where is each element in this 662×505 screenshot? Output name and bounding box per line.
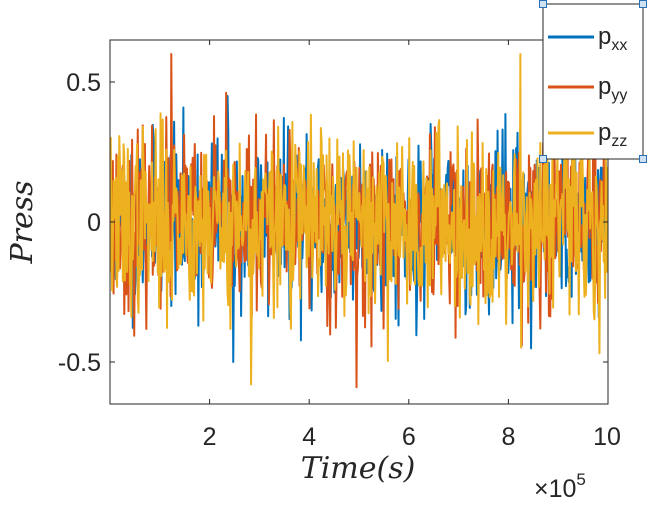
- y-tick-label: 0.5: [66, 69, 101, 97]
- x-exponent-label: ×105: [534, 470, 586, 500]
- series-line-pzz: [110, 53, 608, 386]
- y-tick-label: 0: [87, 209, 101, 237]
- series-layer: [110, 53, 608, 389]
- legend-handle-icon[interactable]: [639, 0, 647, 8]
- x-tick-label: 8: [501, 423, 515, 451]
- legend-handle-icon[interactable]: [639, 155, 647, 163]
- legend-label-pzz: pzz: [598, 119, 627, 150]
- legend-box: [542, 3, 644, 160]
- axis-ticks: 2 4 6 8 10 0.5 0 -0.5: [58, 40, 621, 451]
- y-axis-label: Press: [5, 180, 40, 264]
- legend-handle-icon[interactable]: [539, 0, 547, 8]
- x-tick-label: 4: [302, 423, 316, 451]
- x-tick-label: 2: [203, 423, 217, 451]
- x-tick-label: 10: [593, 423, 621, 451]
- x-tick-label: 6: [402, 423, 416, 451]
- y-tick-label: -0.5: [58, 349, 101, 377]
- legend-handle-icon[interactable]: [539, 155, 547, 163]
- legend-label-pxx: pxx: [598, 23, 627, 54]
- legend-label-pyy: pyy: [598, 73, 627, 104]
- x-axis-label: Time(s): [301, 451, 416, 486]
- legend: pxx pyy pzz: [539, 0, 647, 163]
